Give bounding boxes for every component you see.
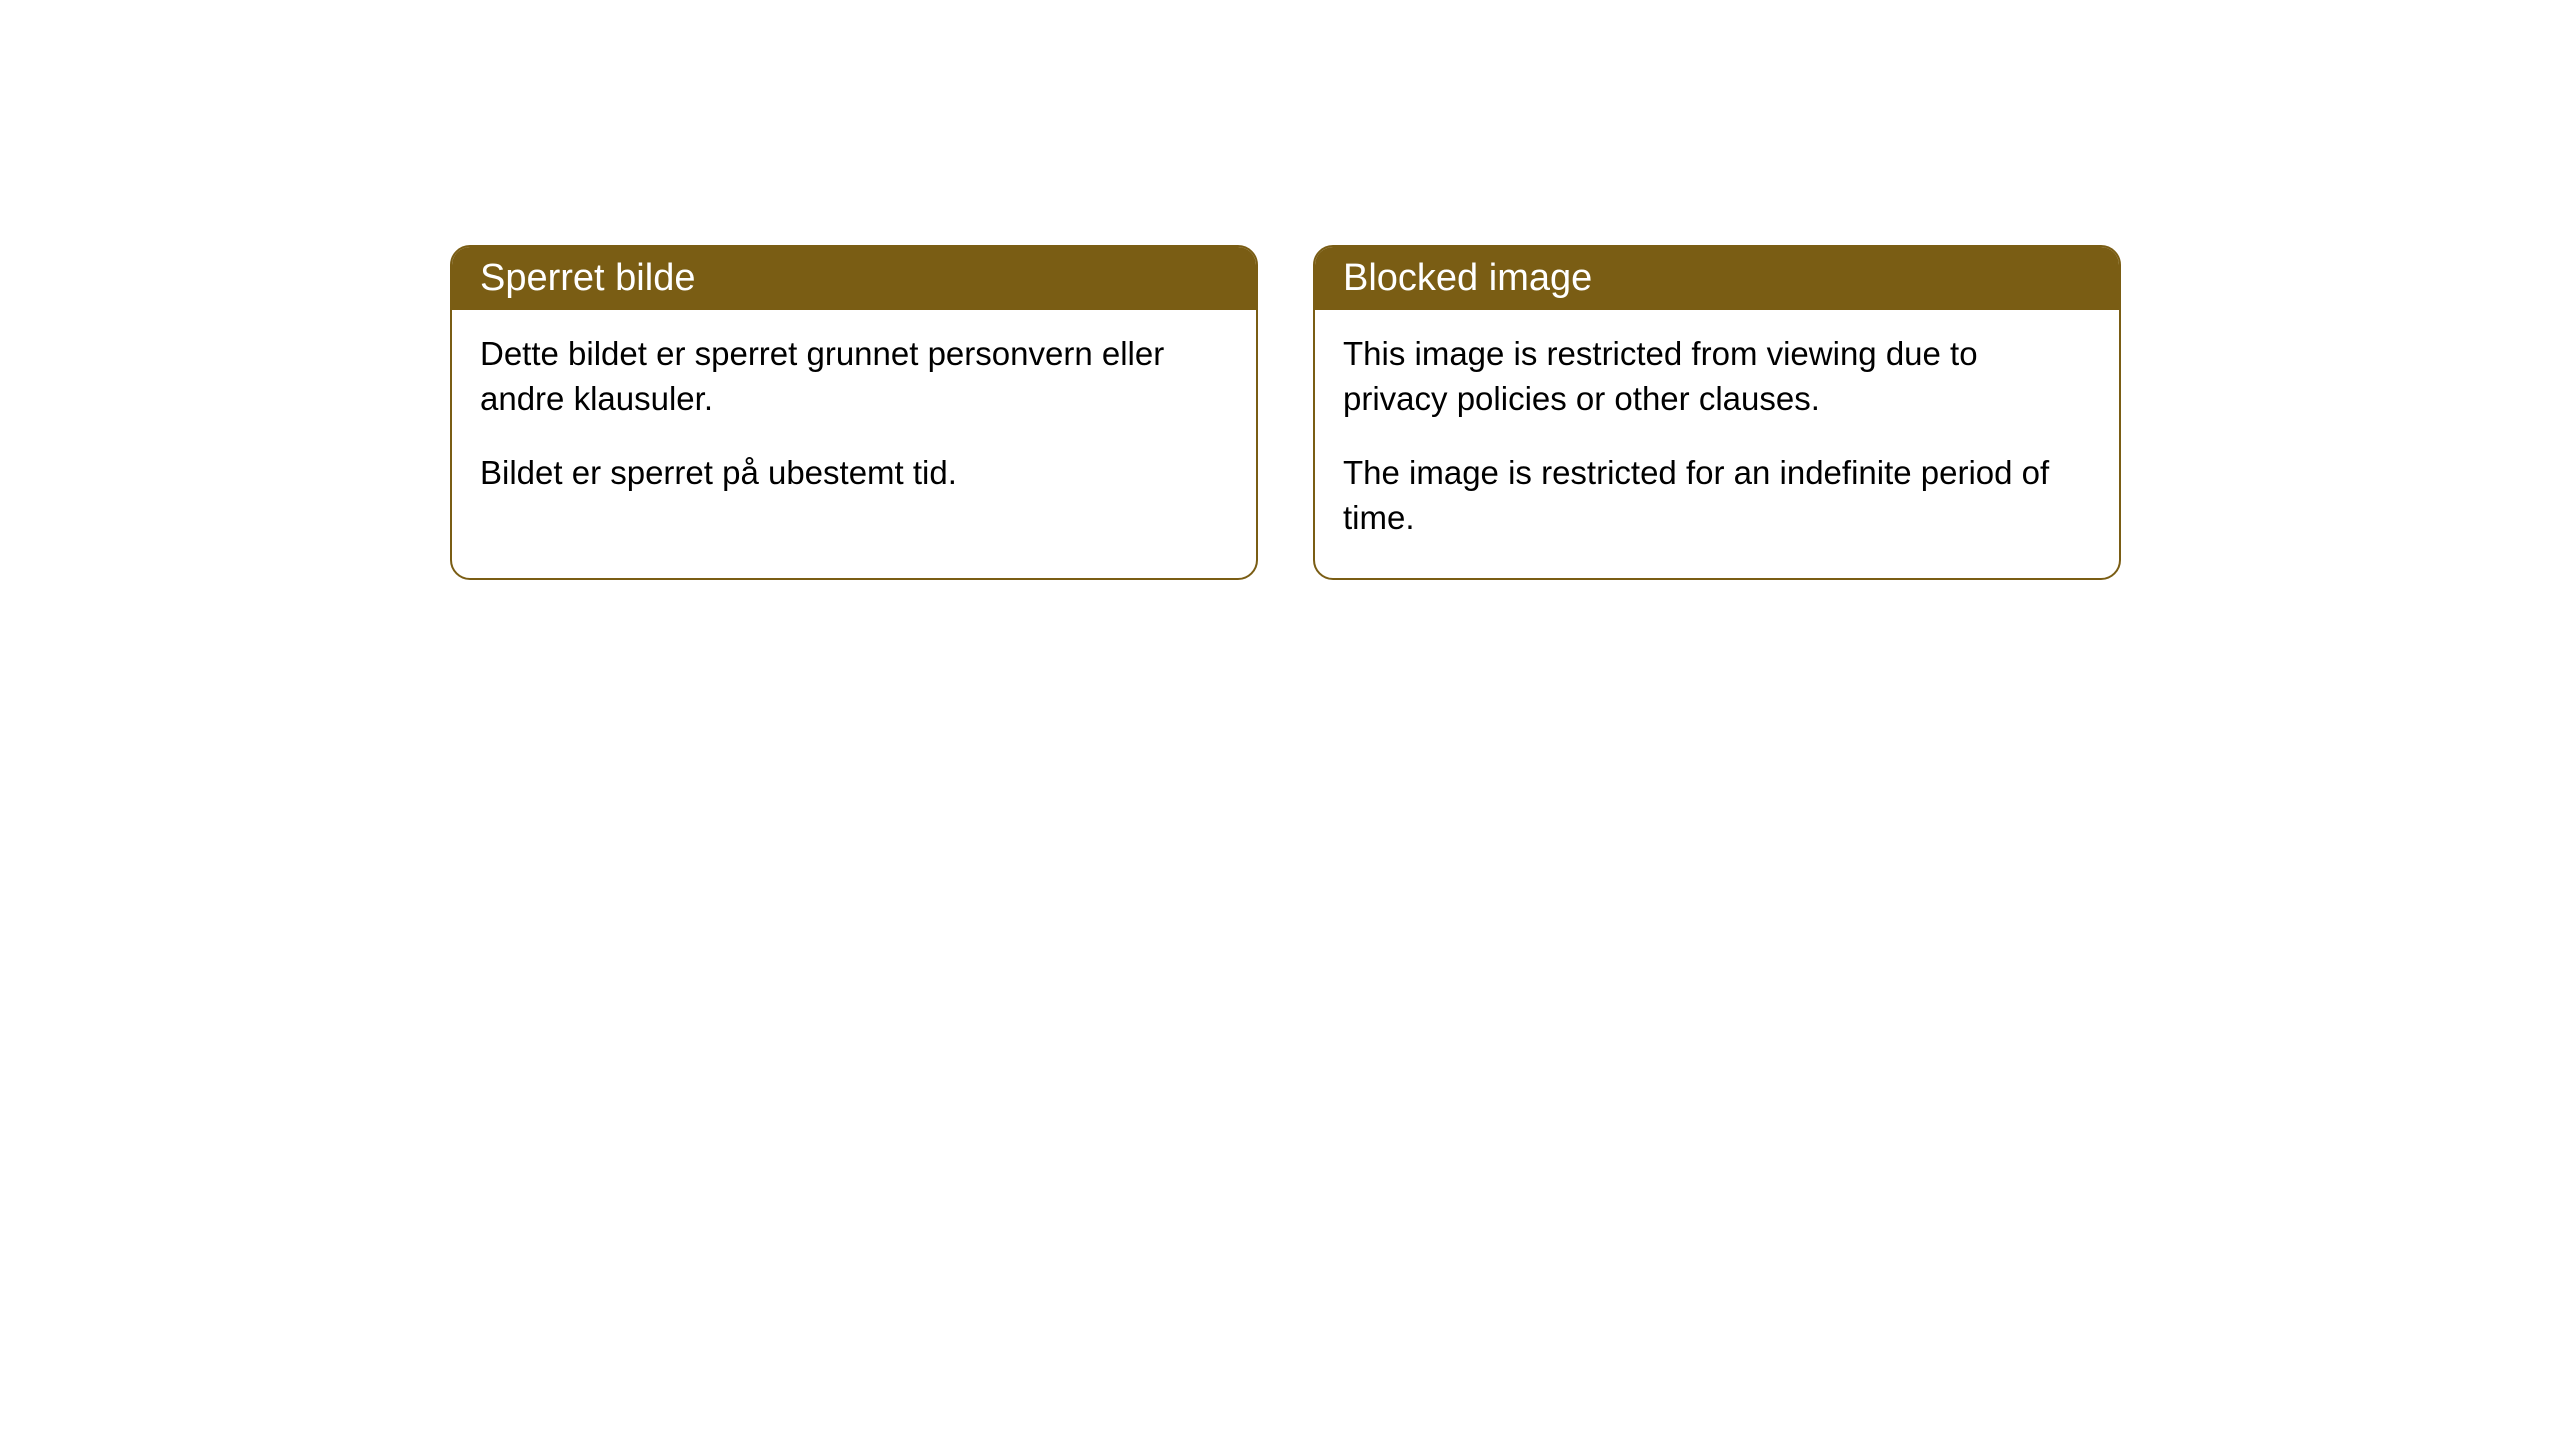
card-paragraph-1-no: Dette bildet er sperret grunnet personve… xyxy=(480,332,1228,421)
card-paragraph-1-en: This image is restricted from viewing du… xyxy=(1343,332,2091,421)
card-title-no: Sperret bilde xyxy=(480,257,695,299)
card-header-no: Sperret bilde xyxy=(452,247,1256,310)
card-body-en: This image is restricted from viewing du… xyxy=(1315,310,2119,578)
card-paragraph-2-en: The image is restricted for an indefinit… xyxy=(1343,451,2091,540)
card-paragraph-2-no: Bildet er sperret på ubestemt tid. xyxy=(480,451,1228,496)
card-body-no: Dette bildet er sperret grunnet personve… xyxy=(452,310,1256,534)
notice-cards-container: Sperret bilde Dette bildet er sperret gr… xyxy=(450,245,2121,580)
blocked-image-card-no: Sperret bilde Dette bildet er sperret gr… xyxy=(450,245,1258,580)
card-title-en: Blocked image xyxy=(1343,257,1592,299)
blocked-image-card-en: Blocked image This image is restricted f… xyxy=(1313,245,2121,580)
card-header-en: Blocked image xyxy=(1315,247,2119,310)
